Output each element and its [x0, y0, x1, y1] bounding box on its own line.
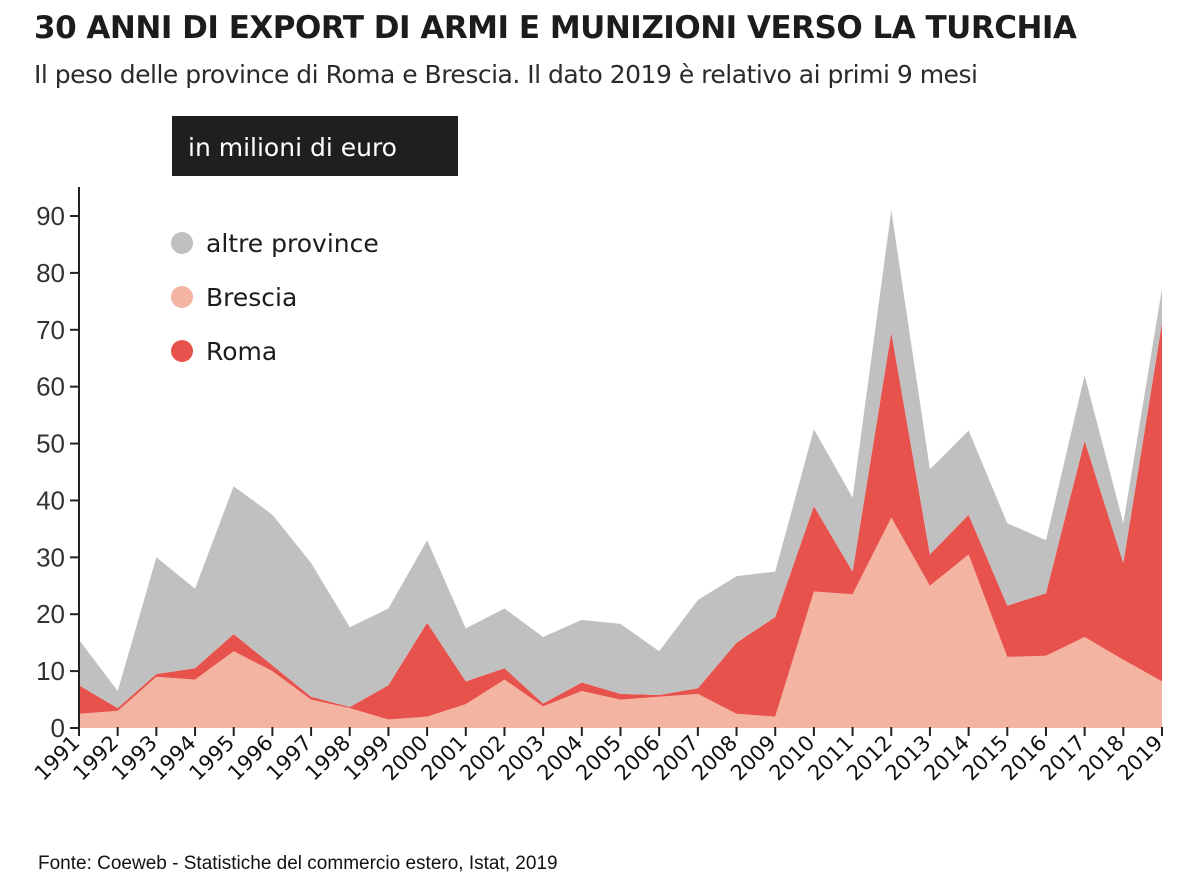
x-axis: 1991199219931994199519961997199819992000…: [30, 727, 1168, 785]
y-axis: 0 10 20 30 40 50 60 70 80 90: [36, 187, 80, 743]
legend-label: altre province: [206, 229, 379, 258]
legend-swatch: [171, 340, 193, 362]
legend: altre province Brescia Roma: [171, 229, 379, 366]
area-layer: [79, 210, 1162, 728]
chart-subtitle: Il peso delle province di Roma e Brescia…: [34, 60, 978, 89]
source-note: Fonte: Coeweb - Statistiche del commerci…: [38, 853, 558, 874]
legend-label: Brescia: [206, 283, 297, 312]
x-tick-label: 2019: [1113, 731, 1168, 786]
area-altre-province: [79, 210, 1162, 709]
y-tick-label: 90: [36, 201, 65, 231]
area-brescia: [79, 517, 1162, 728]
chart-title: 30 ANNI DI EXPORT DI ARMI E MUNIZIONI VE…: [34, 10, 1077, 46]
y-tick-label: 10: [36, 656, 65, 686]
y-tick-label: 80: [36, 258, 65, 288]
legend-swatch: [171, 286, 193, 308]
y-tick-label: 40: [36, 485, 65, 515]
y-tick-label: 30: [36, 542, 65, 572]
y-tick-label: 20: [36, 599, 65, 629]
unit-label: in milioni di euro: [188, 133, 397, 162]
y-tick-label: 60: [36, 372, 65, 402]
area-roma: [79, 323, 1162, 720]
unit-label-box: in milioni di euro: [172, 116, 458, 176]
legend-swatch: [171, 232, 193, 254]
y-tick-label: 50: [36, 429, 65, 459]
y-tick-label: 0: [51, 713, 65, 743]
y-tick-label: 70: [36, 315, 65, 345]
legend-label: Roma: [206, 337, 277, 366]
